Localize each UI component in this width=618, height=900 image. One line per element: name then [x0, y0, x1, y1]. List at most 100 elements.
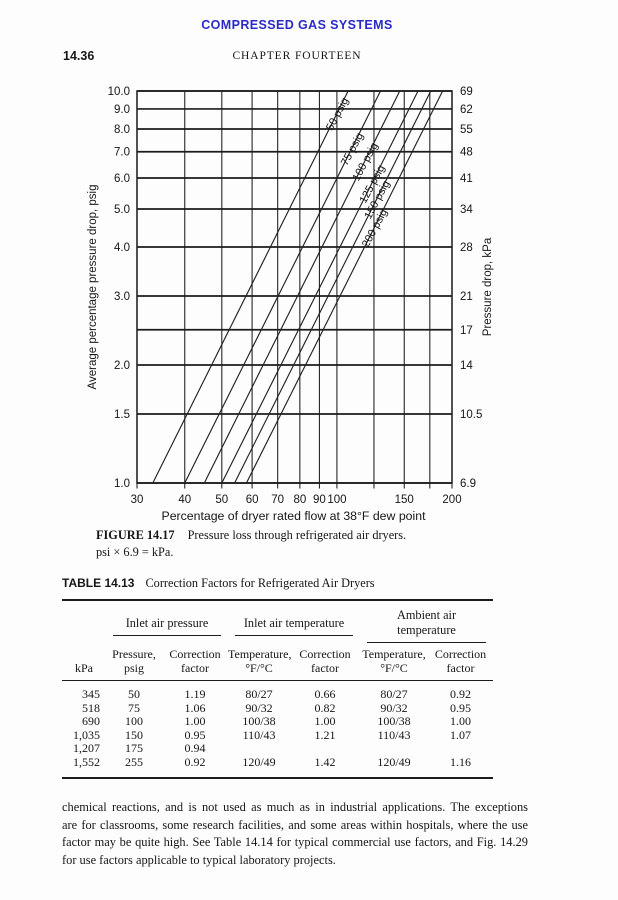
table-cell: 0.82	[314, 700, 336, 715]
table-cell: 50	[128, 687, 140, 701]
table-cell: 0.66	[314, 687, 336, 701]
y-axis-right-tick-label: 14	[460, 360, 473, 372]
y-axis-right-tick-label: 34	[460, 204, 473, 216]
table-cell: 0.95	[184, 727, 206, 742]
series-line	[184, 90, 381, 484]
series-label: 50 psig	[324, 96, 351, 133]
y-axis-right-tick-label: 28	[460, 242, 473, 254]
series-line	[234, 90, 432, 484]
table-cell: 1,035	[73, 727, 100, 742]
y-axis-left-tick-label: 3.0	[114, 291, 130, 303]
x-axis-tick-label: 100	[327, 494, 346, 506]
table-cell: 1.07	[450, 727, 472, 742]
table-cell: 255	[125, 754, 143, 769]
table-cell: 690	[82, 714, 100, 729]
table-cell	[290, 742, 360, 756]
series-line	[152, 90, 349, 484]
table-cell: 1,552	[73, 754, 100, 769]
y-axis-left-tick-label: 6.0	[114, 173, 130, 185]
table-label: TABLE 14.13	[62, 576, 135, 590]
y-axis-right-tick-label: 69	[460, 86, 473, 98]
table-cell: 1.19	[184, 687, 206, 701]
table-cell: 120/49	[377, 754, 411, 769]
plot-frame	[136, 90, 453, 484]
y-axis-left-tick-label: 8.0	[114, 124, 130, 136]
series-line	[221, 90, 419, 484]
table-column-header: Temperature, °F/°C	[228, 643, 291, 681]
table-cell: 80/27	[245, 687, 273, 701]
table-row: 1,552 255 0.92 120/49 1.42 120/49 1.16	[62, 754, 493, 778]
table-title: TABLE 14.13 Correction Factors for Refrig…	[62, 576, 493, 591]
y-axis-left-title: Average percentage pressure drop, psig	[87, 184, 99, 389]
y-axis-right-tick-label: 6.9	[460, 478, 476, 490]
table-cell: 0.92	[450, 687, 472, 701]
figure-caption-line1: FIGURE 14.17 Pressure loss through refrig…	[96, 527, 526, 544]
page-number: 14.36	[63, 49, 95, 63]
table-cell: 90/32	[380, 700, 408, 715]
x-axis-tick-label: 30	[131, 494, 144, 506]
series-line	[245, 90, 444, 484]
table-cell: 110/43	[377, 727, 411, 742]
table-cell: 1.00	[450, 714, 472, 729]
table-group-header: Ambient air temperature	[360, 600, 493, 643]
series-line	[203, 90, 401, 484]
table-cell: 175	[125, 741, 143, 756]
table-group-header: Inlet air temperature	[228, 600, 360, 643]
table-row: 518 75 1.06 90/32 0.82 90/32 0.95	[62, 700, 493, 716]
y-axis-right-title: Pressure drop, kPa	[482, 237, 494, 336]
table-cell: 150	[125, 727, 143, 742]
table-cell: 100/38	[242, 714, 276, 729]
x-axis-tick-label: 70	[271, 494, 284, 506]
table-cell: 110/43	[242, 727, 276, 742]
x-axis-tick-label: 200	[442, 494, 461, 506]
table-cell: 1.42	[314, 754, 336, 769]
y-axis-left-tick-label: 1.5	[114, 409, 130, 421]
table-cell: 100	[125, 714, 143, 729]
table-cell: 1,207	[73, 741, 100, 756]
table-column-header: Temperature, °F/°C	[360, 643, 429, 681]
table-column-header: kPa	[62, 643, 106, 681]
table-cell: 518	[82, 700, 100, 715]
body-text-line: are for classrooms, some research facili…	[62, 817, 528, 832]
table-cell	[360, 742, 428, 756]
table-cell: 0.94	[184, 741, 206, 756]
table-row: 1,207 175 0.94	[62, 742, 493, 756]
y-axis-left-tick-label: 9.0	[114, 104, 130, 116]
table-cell: 0.95	[450, 700, 472, 715]
table-cell: 0.92	[184, 754, 206, 769]
correction-factors-table: Inlet air pressure Inlet air temperature A…	[62, 599, 494, 779]
figure-note: psi × 6.9 = kPa.	[96, 544, 174, 559]
body-text-line: factor may be quite high. See Table 14.1…	[62, 835, 528, 850]
y-axis-left-tick-label: 10.0	[108, 86, 130, 98]
table-cell: 90/32	[245, 700, 273, 715]
table-corner-cell	[62, 600, 106, 643]
table-title-text: Correction Factors for Refrigerated Air …	[145, 576, 375, 590]
table-row: 690 100 1.00 100/38 1.00 100/38 1.00	[62, 715, 493, 729]
body-text-line: chemical reactions, and is not used as m…	[62, 800, 528, 814]
y-axis-right-tick-label: 17	[460, 325, 473, 337]
table-column-row: kPa Pressure, psig Correction factor Temperat…	[62, 643, 494, 681]
table-cell: 75	[128, 700, 140, 715]
x-axis-title: Percentage of dryer rated flow at 38°F d…	[162, 509, 427, 523]
table-column-header: Correction factor	[290, 643, 361, 681]
running-head: COMPRESSED GAS SYSTEMS	[201, 18, 393, 32]
table-row: 345 50 1.19 80/27 0.66 80/27 0.92	[62, 681, 493, 702]
table-cell: 80/27	[380, 687, 408, 701]
table-cell: 120/49	[242, 754, 276, 769]
y-axis-right-tick-label: 48	[460, 147, 473, 159]
x-axis-tick-label: 90	[313, 494, 326, 506]
y-axis-right-tick-label: 10.5	[460, 409, 482, 421]
table-cell	[228, 742, 290, 756]
table-column-header: Correction factor	[428, 643, 494, 681]
table-cell: 100/38	[377, 714, 411, 729]
y-axis-left-tick-label: 5.0	[114, 204, 130, 216]
table-group-underline: Inlet air temperature	[235, 616, 354, 636]
y-axis-left-tick-label: 2.0	[114, 360, 130, 372]
table-cell	[428, 742, 493, 756]
table-cell: 1.21	[314, 727, 336, 742]
x-axis-tick-label: 50	[215, 494, 228, 506]
figure-caption-text: Pressure loss through refrigerated air d…	[187, 528, 407, 542]
table-14-13: TABLE 14.13 Correction Factors for Refrig…	[62, 576, 494, 779]
